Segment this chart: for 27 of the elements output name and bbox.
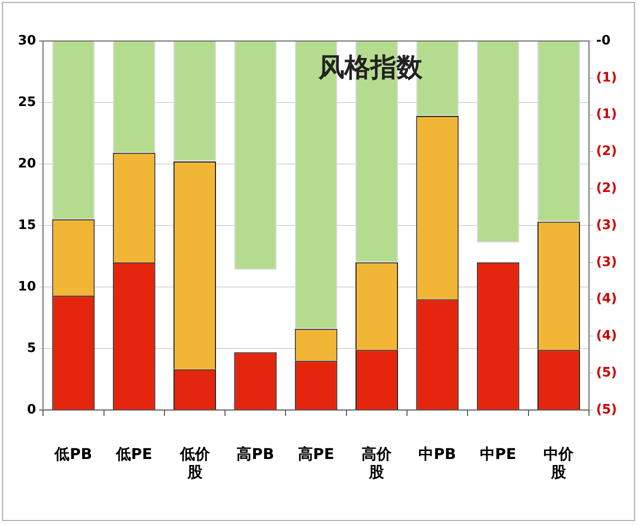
x-tick-label: 高PB <box>236 444 274 463</box>
x-tick-label: 中PE <box>480 444 516 463</box>
y2-tick-label: (2) <box>596 144 618 160</box>
x-tick-label: 中PB <box>418 444 456 463</box>
y2-tick-label: (1) <box>596 70 618 86</box>
y2-tick-label: (3) <box>596 218 618 233</box>
y-tick-label: 15 <box>18 218 36 233</box>
y-tick-label: 5 <box>27 340 36 356</box>
x-tick-label: 低价股 <box>178 444 211 481</box>
x-tick-label: 中价股 <box>544 444 575 481</box>
y2-tick-label: (5) <box>596 402 618 418</box>
y2-tick-label: -0 <box>596 33 611 48</box>
y-tick-label: 10 <box>18 279 36 294</box>
x-tick-label: 高PE <box>298 444 334 463</box>
x-tick-label: 低PB <box>54 444 92 463</box>
y-tick-label: 0 <box>27 402 36 418</box>
y2-tick-label: (4) <box>596 292 618 307</box>
y2-tick-label: (5) <box>596 365 618 380</box>
y2-tick-label: (1) <box>596 107 618 122</box>
x-tick-label: 高价股 <box>362 444 393 481</box>
y2-tick-label: (3) <box>596 254 618 270</box>
x-tick-label: 低PE <box>114 444 152 463</box>
y-tick-label: 25 <box>18 94 36 110</box>
y-tick-label: 30 <box>18 33 36 48</box>
y2-tick-label: (4) <box>596 328 618 344</box>
y-tick-label: 20 <box>18 156 36 172</box>
y2-tick-label: (2) <box>596 180 618 196</box>
